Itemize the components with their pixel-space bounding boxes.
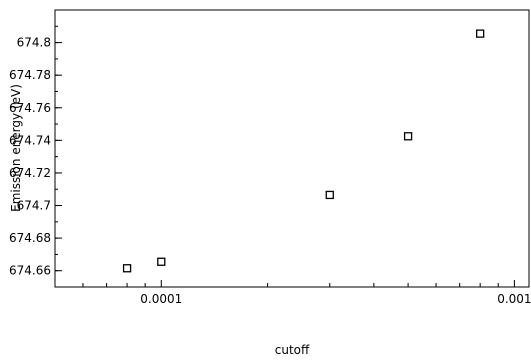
- data-points: [122, 29, 485, 273]
- data-point: [325, 190, 334, 200]
- y-tick-label: 674.7: [17, 199, 51, 213]
- data-point: [122, 264, 132, 273]
- y-axis: 674.66 674.68 674.7 674.72 674.74 674.76 674.7…: [9, 9, 62, 288]
- x-tick-label: 0.001: [497, 292, 531, 306]
- x-axis-title: cutoff: [275, 343, 310, 357]
- x-tick-label: 0.0001: [140, 292, 182, 306]
- x-axis: 0.0001 0.001: [54, 280, 531, 306]
- data-point: [403, 132, 413, 141]
- y-tick-label: 674.72: [9, 166, 51, 180]
- y-tick-label: 674.8: [17, 36, 51, 50]
- data-point: [476, 29, 485, 38]
- y-tick-label: 674.66: [9, 264, 51, 278]
- y-tick-label: 674.68: [9, 231, 51, 245]
- plot-frame: [54, 9, 530, 288]
- y-tick-label: 674.76: [9, 101, 51, 115]
- y-tick-label: 674.74: [9, 133, 51, 147]
- y-tick-label: 674.78: [9, 68, 51, 82]
- y-axis-title: Emission energy (eV): [9, 84, 23, 212]
- data-point: [157, 257, 166, 266]
